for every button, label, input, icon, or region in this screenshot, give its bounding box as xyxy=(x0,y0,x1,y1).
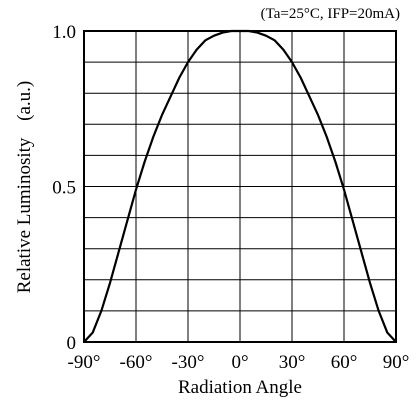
x-axis-title: Radiation Angle xyxy=(178,377,302,398)
y-axis-title-group: Relative Luminosity (a.u.) xyxy=(14,81,35,294)
luminosity-curve xyxy=(83,29,397,343)
x-tick-labels: -90° -60° -30° 0° 30° 60° 90° xyxy=(68,352,410,373)
y-tick-label: 0.5 xyxy=(52,178,76,199)
x-tick-label: 60° xyxy=(331,352,358,373)
x-tick-label: 90° xyxy=(383,352,410,373)
x-tick-label: 0° xyxy=(231,352,248,373)
x-tick-label: -30° xyxy=(172,352,205,373)
y-tick-label: 1.0 xyxy=(52,22,76,43)
y-axis-unit: (a.u.) xyxy=(14,81,35,121)
y-axis-title: Relative Luminosity xyxy=(14,137,35,293)
grid xyxy=(84,31,396,342)
measurement-condition: (Ta=25°C, IFP=20mA) xyxy=(261,6,400,22)
x-tick-label: -90° xyxy=(68,352,101,373)
x-tick-label: -60° xyxy=(120,352,153,373)
y-tick-label: 0 xyxy=(67,333,77,354)
y-tick-labels: 0 0.5 1.0 xyxy=(52,22,76,354)
svg-text:Relative Luminosity (a.u: Relative Luminosity (a.u.) xyxy=(14,81,35,294)
x-tick-label: 30° xyxy=(279,352,306,373)
